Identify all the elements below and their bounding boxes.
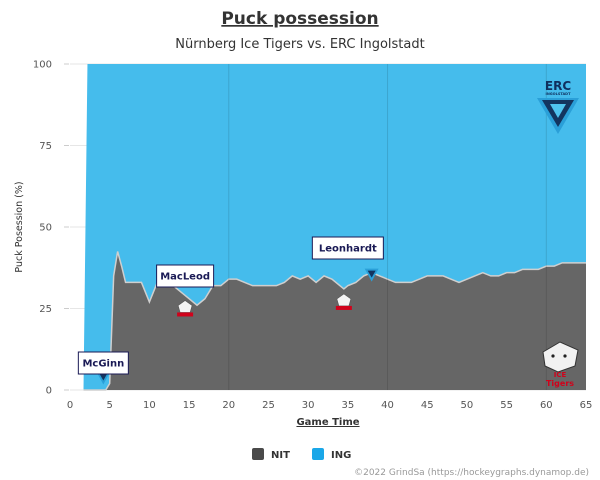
nit-goal-icon	[177, 300, 193, 313]
legend-label-nit: NIT	[271, 450, 290, 461]
x-axis: 0 5 10 15 20 25 30 35 40 45 50 55 60 65	[67, 400, 593, 411]
y-tick-label-25: 25	[39, 304, 52, 315]
ing-goal-icon-inner	[367, 270, 376, 278]
legend-item-ing[interactable]: ING	[312, 448, 351, 461]
vertical-grid-lines	[228, 64, 547, 390]
nit-goal-icon-band	[177, 312, 194, 317]
legend-item-nit[interactable]: NIT	[252, 448, 290, 461]
x-tick-label-35: 35	[341, 400, 354, 411]
goal-marker-nit-1	[177, 300, 194, 317]
nit-goal-icon-band	[335, 305, 352, 310]
ice-tigers-logo: ICE Tigers	[542, 341, 579, 388]
x-tick-label-25: 25	[262, 400, 275, 411]
x-tick-label-60: 60	[540, 400, 553, 411]
x-tick-label-15: 15	[183, 400, 196, 411]
ing-area	[83, 64, 586, 390]
chart-subtitle: Nürnberg Ice Tigers vs. ERC Ingolstadt	[175, 37, 424, 52]
nit-goal-icon	[336, 293, 352, 307]
ing-panther-eye	[550, 104, 566, 118]
goal-markers	[96, 268, 379, 385]
goal-marker-nit-2	[335, 293, 352, 310]
x-tick-label-20: 20	[222, 400, 235, 411]
x-tick-label-5: 5	[107, 400, 113, 411]
goal-annotations: McGinn MacLeod Leonhardt	[77, 236, 384, 375]
annotation-box	[77, 351, 129, 375]
y-axis-title: Puck Posession (%)	[14, 181, 25, 272]
annotation-label: Leonhardt	[319, 244, 377, 255]
ing-goal-icon-inner	[99, 373, 108, 381]
x-tick-label-45: 45	[421, 400, 434, 411]
chart-title: Puck possession	[221, 9, 378, 29]
plot-area: McGinn MacLeod Leonhardt ERC INGOLSTADT IC…	[70, 63, 586, 391]
ing-logo-line2: INGOLSTADT	[546, 92, 572, 96]
annotation-label: McGinn	[82, 359, 124, 370]
goal-marker-ing-0	[96, 371, 111, 385]
x-tick-label-50: 50	[461, 400, 474, 411]
nit-area	[83, 251, 586, 390]
nit-logo-line2: Tigers	[546, 379, 574, 388]
erc-ingolstadt-logo: ERC INGOLSTADT	[537, 79, 579, 134]
y-tick-label-100: 100	[33, 60, 52, 71]
y-tick-label-75: 75	[39, 141, 52, 152]
credits-link[interactable]: ©2022 GrindSa (https://hockeygraphs.dyna…	[354, 468, 589, 478]
annotation-macleod: MacLeod	[156, 264, 215, 288]
nit-boundary-line	[83, 251, 586, 391]
x-tick-label-10: 10	[143, 400, 156, 411]
annotation-mcginn: McGinn	[77, 351, 129, 375]
nit-tiger-eye-left	[551, 354, 555, 358]
x-tick-label-65: 65	[580, 400, 593, 411]
annotation-box	[311, 236, 384, 260]
legend-swatch-ing	[312, 448, 324, 460]
nit-logo-line1: ICE	[554, 371, 567, 379]
legend[interactable]: NIT ING	[252, 448, 351, 461]
x-tick-label-40: 40	[381, 400, 394, 411]
nit-tiger-eye-right	[563, 354, 567, 358]
annotation-box	[156, 264, 215, 288]
x-tick-label-0: 0	[67, 400, 73, 411]
nit-tiger-head	[542, 341, 579, 373]
x-tick-label-55: 55	[500, 400, 513, 411]
y-tick-label-50: 50	[39, 223, 52, 234]
team-logos: ERC INGOLSTADT ICE Tigers	[537, 79, 579, 388]
legend-label-ing: ING	[331, 450, 351, 461]
y-tick-label-0: 0	[46, 386, 52, 397]
goal-marker-ing-3	[364, 268, 379, 282]
y-axis: 0 25 50 75 100	[33, 60, 69, 397]
x-axis-title: Game Time	[296, 417, 359, 428]
series-areas	[83, 64, 586, 391]
annotation-label: MacLeod	[160, 272, 210, 283]
annotation-leonhardt: Leonhardt	[311, 236, 384, 260]
legend-swatch-nit	[252, 448, 264, 460]
ing-logo-line1: ERC	[545, 79, 571, 93]
x-tick-label-30: 30	[302, 400, 315, 411]
